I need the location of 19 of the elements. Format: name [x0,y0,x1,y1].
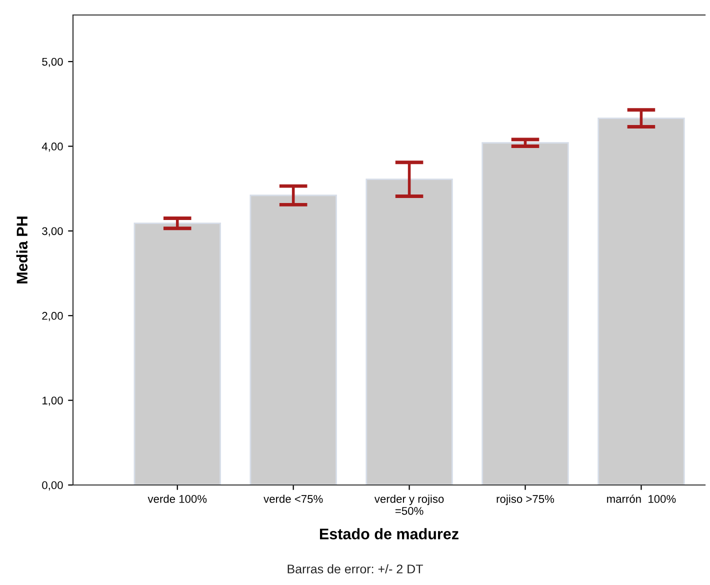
y-tick-label: 2,00 [42,312,63,322]
y-tick-label: 1,00 [42,396,63,406]
x-tick-label: rojiso >75% [496,494,554,506]
x-tick-label: verder y rojiso =50% [374,494,444,515]
bar [250,194,337,485]
y-tick-label: 0,00 [42,481,63,490]
text: Barras de error: +/- 2 DT [288,564,423,574]
x-tick-label: verde <75% [264,494,323,503]
y-axis-title: Media PH [16,216,28,284]
bar [482,142,569,485]
x-tick-label: verde 100% [148,494,207,503]
y-tick-label: 5,00 [42,58,63,68]
y-tick-label: 3,00 [42,227,63,236]
bar [134,222,221,485]
x-axis-title: Estado de madurez [320,528,458,540]
x-tick-label: marrón 100% [607,494,676,503]
bar [598,118,685,485]
bar [366,178,453,485]
y-tick-label: 4,00 [42,142,63,152]
